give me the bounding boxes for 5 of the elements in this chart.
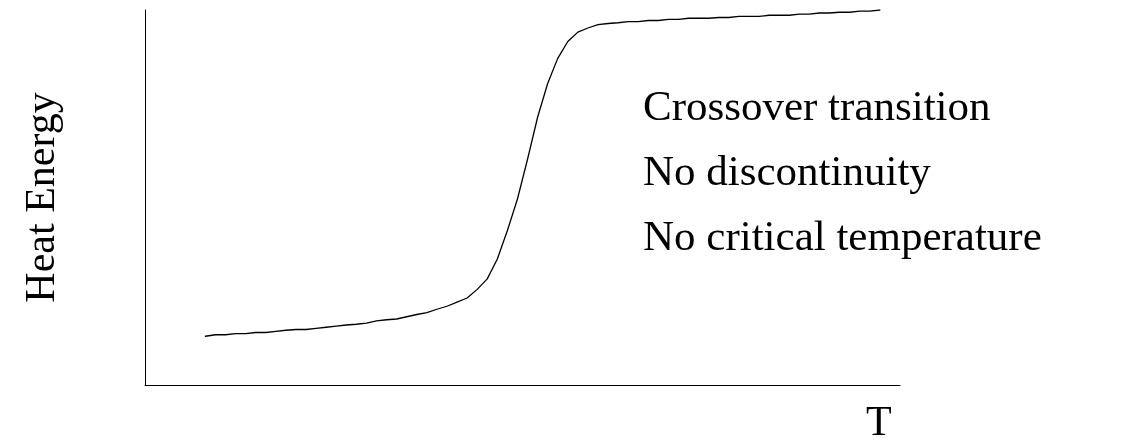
annotation: No critical temperature	[643, 212, 1042, 259]
x-axis-title: T	[866, 398, 892, 444]
annotation: No discontinuity	[643, 147, 932, 194]
annotation: Crossover transition	[643, 82, 991, 129]
y-axis-title: Heat Energy	[17, 92, 63, 303]
